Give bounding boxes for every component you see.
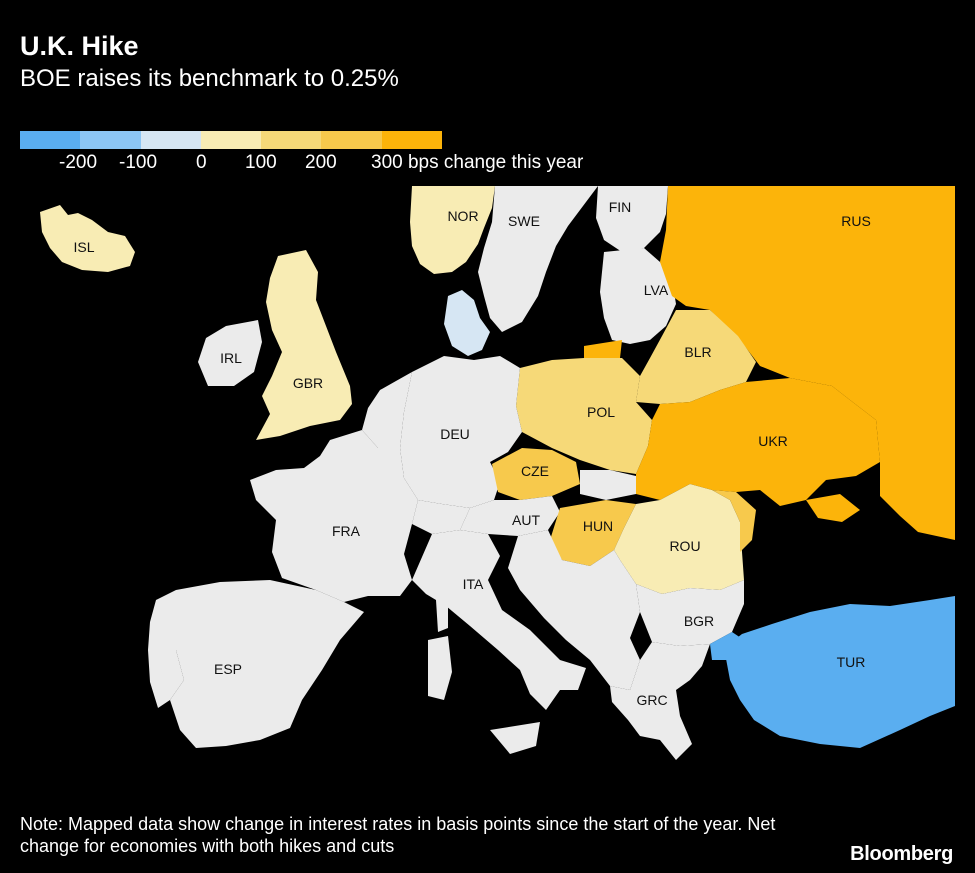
country-label-deu: DEU bbox=[440, 426, 470, 442]
country-bgr bbox=[636, 580, 744, 646]
legend-label: 0 bbox=[196, 152, 207, 173]
country-svk bbox=[580, 470, 636, 500]
country-ita-sicily bbox=[490, 722, 540, 754]
country-nor bbox=[410, 186, 495, 274]
country-label-rou: ROU bbox=[669, 538, 700, 554]
color-legend bbox=[20, 131, 442, 149]
country-pol bbox=[516, 358, 652, 474]
country-label-fin: FIN bbox=[609, 199, 632, 215]
country-rou bbox=[614, 484, 744, 594]
legend-label: 200 bbox=[305, 152, 337, 173]
country-label-esp: ESP bbox=[214, 661, 242, 677]
country-swe bbox=[478, 186, 598, 332]
country-grc bbox=[610, 642, 710, 760]
country-label-ita: ITA bbox=[463, 576, 484, 592]
legend-bin bbox=[321, 131, 382, 149]
country-ita-sardinia bbox=[428, 636, 452, 700]
country-label-rus: RUS bbox=[841, 213, 871, 229]
country-label-cze: CZE bbox=[521, 463, 549, 479]
legend-bin bbox=[261, 131, 322, 149]
legend-bin bbox=[381, 131, 442, 149]
bloomberg-logo: Bloomberg bbox=[850, 843, 953, 865]
country-blr bbox=[636, 310, 756, 404]
country-label-nor: NOR bbox=[447, 208, 478, 224]
legend-labels: -200 -100 0 100 200 300 bps change this … bbox=[0, 152, 700, 180]
country-label-blr: BLR bbox=[684, 344, 711, 360]
country-irl bbox=[198, 320, 262, 386]
legend-bin bbox=[200, 131, 262, 149]
legend-label: -100 bbox=[119, 152, 158, 173]
chart-title: U.K. Hike bbox=[20, 31, 139, 61]
country-tur-thrace bbox=[710, 632, 744, 660]
country-che bbox=[412, 500, 470, 534]
country-label-aut: AUT bbox=[512, 512, 540, 528]
legend-label: 300 bps change this year bbox=[371, 152, 584, 173]
legend-bin bbox=[20, 131, 81, 149]
country-rus-kaliningrad bbox=[584, 340, 622, 358]
chart-subtitle: BOE raises its benchmark to 0.25% bbox=[20, 65, 399, 92]
country-mda bbox=[712, 490, 756, 552]
country-label-ukr: UKR bbox=[758, 433, 788, 449]
country-label-swe: SWE bbox=[508, 213, 540, 229]
country-hun bbox=[550, 500, 636, 566]
legend-bin bbox=[140, 131, 201, 149]
country-label-gbr: GBR bbox=[293, 375, 323, 391]
country-cze bbox=[492, 448, 580, 500]
country-label-tur: TUR bbox=[837, 654, 866, 670]
country-gbr bbox=[256, 250, 352, 440]
country-ukr bbox=[636, 378, 880, 506]
country-benelux bbox=[362, 372, 412, 448]
country-label-irl: IRL bbox=[220, 350, 242, 366]
legend-bin bbox=[80, 131, 141, 149]
country-label-fra: FRA bbox=[332, 523, 361, 539]
country-isl bbox=[40, 205, 135, 272]
country-label-pol: POL bbox=[587, 404, 615, 420]
country-fra-corsica bbox=[436, 598, 448, 632]
footnote: Note: Mapped data show change in interes… bbox=[20, 814, 776, 856]
country-esp bbox=[156, 580, 364, 748]
country-deu bbox=[400, 356, 522, 508]
country-prt bbox=[148, 598, 184, 708]
country-label-hun: HUN bbox=[583, 518, 613, 534]
country-ita bbox=[412, 530, 586, 710]
country-balkans bbox=[508, 530, 640, 690]
country-rus bbox=[660, 186, 955, 540]
legend-label: 100 bbox=[245, 152, 277, 173]
country-fra bbox=[250, 430, 418, 602]
country-label-isl: ISL bbox=[73, 239, 94, 255]
country-dnk bbox=[444, 290, 490, 356]
country-label-bgr: BGR bbox=[684, 613, 714, 629]
country-lva bbox=[600, 248, 676, 344]
country-aut bbox=[460, 496, 560, 536]
europe-map: ISL NOR SWE FIN RUS LVA IRL GBR BLR DEU … bbox=[40, 186, 955, 760]
country-tur bbox=[724, 596, 955, 748]
country-ukr-crimea bbox=[806, 494, 860, 522]
country-label-lva: LVA bbox=[644, 282, 669, 298]
country-fin bbox=[596, 186, 668, 252]
country-label-grc: GRC bbox=[636, 692, 667, 708]
legend-label: -200 bbox=[59, 152, 98, 173]
